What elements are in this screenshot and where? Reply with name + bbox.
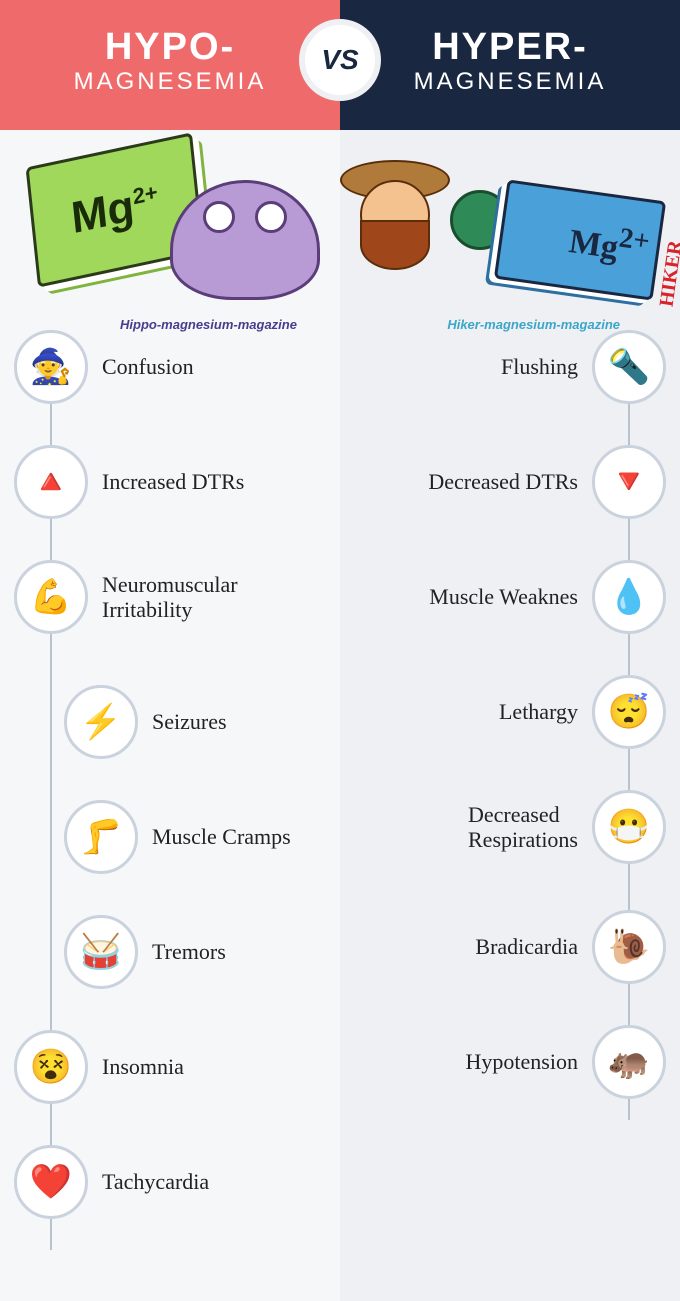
hiker-book-title: HIKER	[656, 238, 680, 307]
right-symptom-icon-0: 🔦	[592, 330, 666, 404]
left-symptom-icon-1: 🔺	[14, 445, 88, 519]
right-symptom-0: 🔦 Flushing	[501, 330, 666, 404]
right-symptom-6: 🦛 Hypotension	[466, 1025, 666, 1099]
left-symptom-label-7: Tachycardia	[102, 1169, 209, 1194]
infographic-container: HYPO- MAGNESEMIA Mg2+ Hippo-magnesium-ma…	[0, 0, 680, 1301]
hiker-magazine-icon: HIKER Mg2+	[494, 179, 666, 300]
hypo-title-top: HYPO-	[0, 28, 340, 66]
right-symptom-icon-1: 🔻	[592, 445, 666, 519]
mg-charge: 2+	[132, 179, 159, 209]
right-symptom-icon-2: 💧	[592, 560, 666, 634]
vs-label: VS	[321, 44, 358, 76]
right-symptom-1: 🔻 Decreased DTRs	[428, 445, 666, 519]
right-symptom-icon-6: 🦛	[592, 1025, 666, 1099]
hypo-title-bottom: MAGNESEMIA	[0, 68, 340, 96]
left-symptom-label-1: Increased DTRs	[102, 469, 244, 494]
hiker-mg-charge: 2+	[617, 223, 651, 258]
left-symptom-icon-4: 🦵	[64, 800, 138, 874]
left-symptom-2: 💪 Neuromuscular Irritability	[14, 560, 238, 634]
left-symptom-0: 🧙 Confusion	[14, 330, 194, 404]
left-symptom-6: 😵 Insomnia	[14, 1030, 184, 1104]
right-symptom-label-0: Flushing	[501, 354, 578, 379]
right-symptom-4: 😷 Decreased Respirations	[468, 790, 666, 864]
right-symptom-icon-5: 🐌	[592, 910, 666, 984]
right-symptom-5: 🐌 Bradicardia	[475, 910, 666, 984]
left-symptom-icon-6: 😵	[14, 1030, 88, 1104]
left-symptom-icon-2: 💪	[14, 560, 88, 634]
left-symptom-4: 🦵 Muscle Cramps	[64, 800, 291, 874]
right-symptom-label-1: Decreased DTRs	[428, 469, 578, 494]
hypo-symptoms: 🧙 Confusion 🔺 Increased DTRs 💪 Neuromuscular …	[0, 330, 340, 1301]
left-symptom-label-0: Confusion	[102, 354, 194, 379]
right-symptom-2: 💧 Muscle Weaknes	[429, 560, 666, 634]
hyper-title-top: HYPER-	[340, 28, 680, 66]
hiker-mg-label: Mg	[567, 223, 621, 266]
left-symptom-label-3: Seizures	[152, 709, 227, 734]
beard-icon	[360, 220, 430, 270]
right-symptom-label-5: Bradicardia	[475, 934, 578, 959]
left-symptom-label-4: Muscle Cramps	[152, 824, 291, 849]
left-symptom-label-2: Neuromuscular Irritability	[102, 572, 238, 623]
right-symptom-3: 😴 Lethargy	[499, 675, 666, 749]
left-symptom-5: 🥁 Tremors	[64, 915, 226, 989]
left-symptom-icon-3: ⚡	[64, 685, 138, 759]
hiker-magazine-illustration: HIKER Mg2+	[350, 120, 670, 320]
right-symptom-label-2: Muscle Weaknes	[429, 584, 578, 609]
left-symptom-1: 🔺 Increased DTRs	[14, 445, 244, 519]
hypo-hero: Mg2+ Hippo-magnesium-magazine	[0, 130, 340, 330]
right-symptom-icon-3: 😴	[592, 675, 666, 749]
left-symptom-icon-0: 🧙	[14, 330, 88, 404]
right-symptom-label-3: Lethargy	[499, 699, 578, 724]
right-symptom-label-6: Hypotension	[466, 1049, 578, 1074]
left-symptom-icon-5: 🥁	[64, 915, 138, 989]
left-symptom-3: ⚡ Seizures	[64, 685, 227, 759]
mg-label: Mg	[69, 181, 136, 243]
left-symptom-7: ❤️ Tachycardia	[14, 1145, 209, 1219]
hyper-hero: HIKER Mg2+ Hiker-magnesium-magazine	[340, 130, 680, 330]
left-symptom-label-6: Insomnia	[102, 1054, 184, 1079]
hyper-header: HYPER- MAGNESEMIA	[340, 0, 680, 130]
hypo-header: HYPO- MAGNESEMIA	[0, 0, 340, 130]
right-symptom-icon-4: 😷	[592, 790, 666, 864]
left-symptom-label-5: Tremors	[152, 939, 226, 964]
left-symptom-icon-7: ❤️	[14, 1145, 88, 1219]
hippo-magazine-illustration: Mg2+	[20, 120, 320, 320]
vs-badge: VS	[299, 19, 381, 101]
hyper-column: HYPER- MAGNESEMIA HIKER Mg2+ Hiker-magne…	[340, 0, 680, 1301]
hypo-column: HYPO- MAGNESEMIA Mg2+ Hippo-magnesium-ma…	[0, 0, 340, 1301]
right-symptom-label-4: Decreased Respirations	[468, 802, 578, 853]
hyper-symptoms: 🔦 Flushing 🔻 Decreased DTRs 💧 Muscle Weaknes 😴…	[340, 330, 680, 1301]
hyper-title-bottom: MAGNESEMIA	[340, 68, 680, 96]
